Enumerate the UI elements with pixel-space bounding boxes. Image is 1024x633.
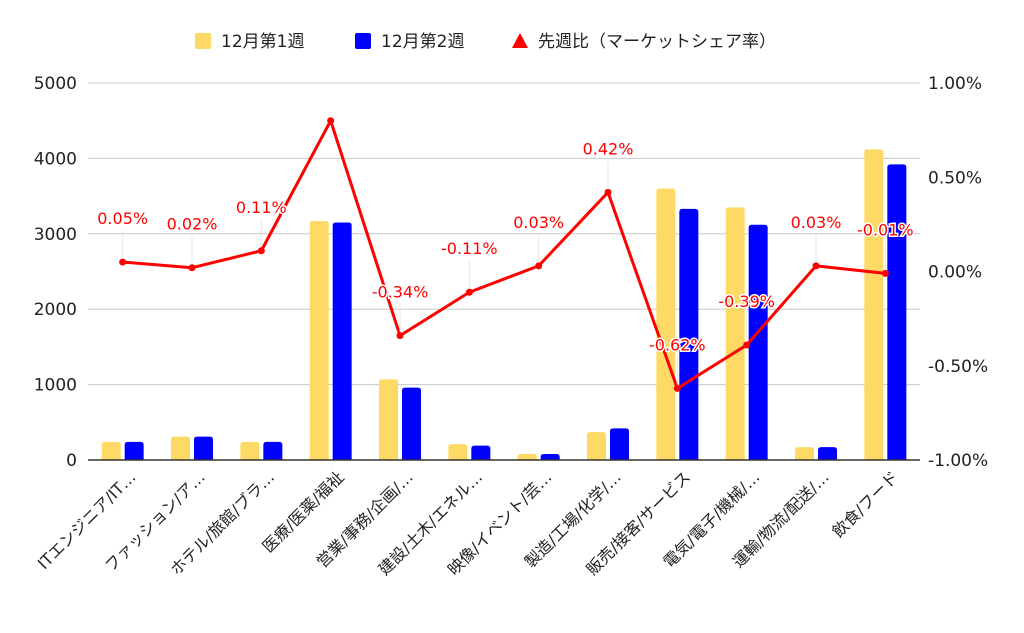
bar-week2 xyxy=(402,387,421,460)
left-tick-label: 4000 xyxy=(34,149,77,169)
share-data-label: 0.42% xyxy=(583,139,634,158)
share-data-label: -0.01% xyxy=(857,220,914,239)
bar-week1 xyxy=(448,444,468,460)
bar-week2 xyxy=(748,224,768,460)
share-data-label: 0.02% xyxy=(167,215,218,234)
bar-week1 xyxy=(864,149,884,461)
bar-week1 xyxy=(725,207,745,460)
share-data-label: -0.62% xyxy=(649,335,706,354)
left-tick-label: 5000 xyxy=(34,74,77,94)
bar-week1 xyxy=(656,188,676,460)
share-line xyxy=(122,119,886,390)
right-tick-label: 1.00% xyxy=(928,74,982,94)
left-tick-label: 0 xyxy=(66,451,77,471)
bar-series xyxy=(101,149,907,461)
share-point xyxy=(673,384,681,392)
category-labels: ITエンジニア/IT…ファッション/ア…ホテル/旅館/ブラ…医療/医薬/福祉営業… xyxy=(34,467,902,579)
share-point xyxy=(257,247,265,255)
legend-swatch xyxy=(195,33,211,49)
share-point xyxy=(881,269,889,277)
share-data-label: -0.39% xyxy=(718,292,775,311)
left-tick-label: 3000 xyxy=(34,225,77,245)
legend-label: 12月第2週 xyxy=(381,32,464,52)
right-tick-label: -1.00% xyxy=(928,451,988,471)
right-tick-label: 0.00% xyxy=(928,263,982,283)
bar-week1 xyxy=(517,453,537,460)
right-y-axis: -1.00% -0.50% 0.00% 0.50% 1.00% xyxy=(928,74,988,471)
bar-week1 xyxy=(309,220,329,460)
share-point xyxy=(604,188,612,196)
bar-week2 xyxy=(610,428,629,460)
bar-week2 xyxy=(471,445,491,460)
legend-triangle-icon xyxy=(512,33,528,48)
legend-label: 先週比（マーケットシェア率） xyxy=(538,32,776,52)
share-point xyxy=(812,262,820,270)
share-data-label: 0.03% xyxy=(791,213,842,232)
share-data-label: -0.11% xyxy=(441,239,498,258)
legend-label: 12月第1週 xyxy=(221,32,304,52)
share-point xyxy=(465,288,473,296)
gridlines xyxy=(88,82,920,386)
share-data-label: -0.34% xyxy=(372,283,429,302)
bar-week2 xyxy=(332,222,352,460)
bar-week1 xyxy=(101,441,121,460)
share-point xyxy=(743,341,751,349)
bar-week1 xyxy=(795,447,814,460)
bar-week1 xyxy=(587,432,606,460)
bar-week2 xyxy=(818,447,837,460)
right-tick-label: 0.50% xyxy=(928,168,982,188)
left-tick-label: 1000 xyxy=(34,376,77,396)
share-point xyxy=(396,332,404,340)
share-data-label: 0.03% xyxy=(513,213,564,232)
bar-week1 xyxy=(240,441,260,460)
bar-week2 xyxy=(887,164,907,460)
share-point xyxy=(535,262,543,270)
bar-week2 xyxy=(679,208,699,460)
share-point xyxy=(119,258,127,266)
bar-week2 xyxy=(263,441,283,460)
bar-week1 xyxy=(379,379,398,460)
left-y-axis: 0 1000 2000 3000 4000 5000 xyxy=(34,74,77,471)
line-series: 0.05% 0.02% 0.11% -0.34% -0.11% 0.03% 0.42% -0.… xyxy=(96,117,915,392)
bar-week2 xyxy=(124,441,144,460)
bar-week2 xyxy=(540,453,560,460)
bar-week2 xyxy=(194,436,213,460)
category-label: 飲食/フード xyxy=(828,467,902,541)
share-data-label: 0.11% xyxy=(236,198,287,217)
legend: 12月第1週 12月第2週 先週比（マーケットシェア率） xyxy=(195,32,776,52)
right-tick-label: -0.50% xyxy=(928,357,988,377)
legend-swatch xyxy=(355,33,371,49)
share-data-label: 0.05% xyxy=(97,209,148,228)
bar-week1 xyxy=(171,436,190,460)
left-tick-label: 2000 xyxy=(34,300,77,320)
share-point xyxy=(188,264,196,272)
share-point xyxy=(327,117,335,125)
